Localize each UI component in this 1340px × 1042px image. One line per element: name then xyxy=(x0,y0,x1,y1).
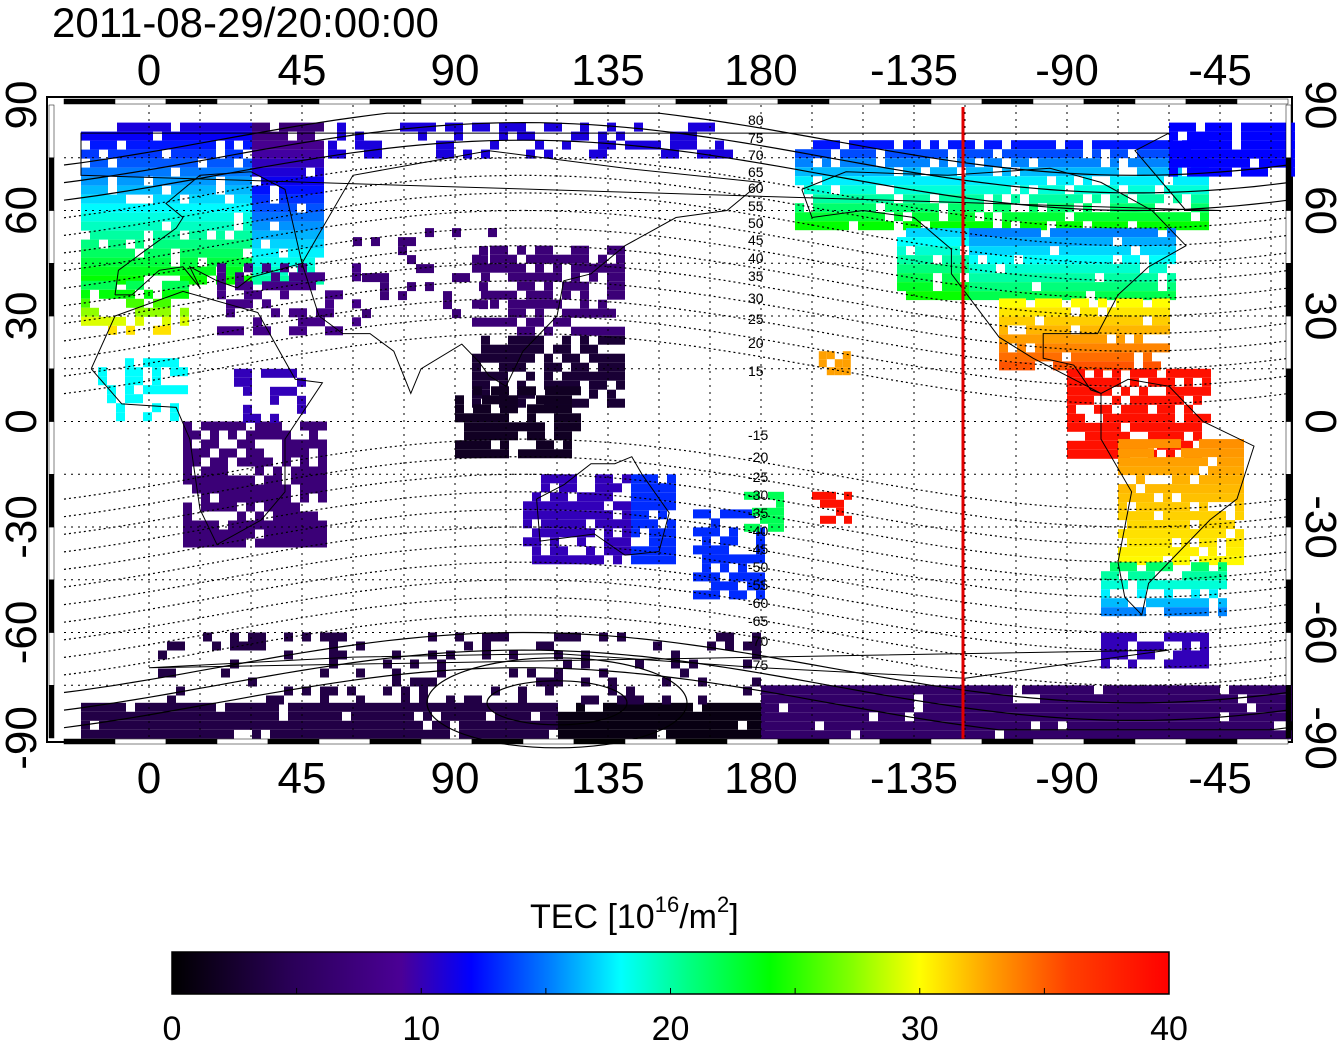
bottom-lon-label-2: 90 xyxy=(431,754,480,803)
mlat-label-s-11: -70 xyxy=(748,633,768,649)
top-longitude-labels: 0 45 90 135 180 -135 -90 -45 xyxy=(137,46,1252,95)
mlat-label-s-10: -65 xyxy=(748,613,768,629)
mlat-label-n-2: 70 xyxy=(748,147,764,163)
mlat-label-s-1: -20 xyxy=(748,449,768,465)
mlat-label-s-9: -60 xyxy=(748,595,768,611)
mlat-label-n-9: 35 xyxy=(748,268,764,284)
mlat-label-n-0: 80 xyxy=(748,112,764,128)
bottom-longitude-labels: 0 45 90 135 180 -135 -90 -45 xyxy=(137,754,1252,803)
mlat-label-s-0: -15 xyxy=(748,427,768,443)
tec-data-layer xyxy=(81,122,1295,740)
mlat-label-s-7: -50 xyxy=(748,559,768,575)
mlat-label-n-3: 65 xyxy=(748,164,764,180)
colorbar-label-4: 40 xyxy=(1150,1010,1188,1042)
colorbar-label-2: 20 xyxy=(652,1010,690,1042)
mlat-label-n-7: 45 xyxy=(748,232,764,248)
colorbar-labels: 0 10 20 30 40 xyxy=(163,1010,1188,1042)
right-lat-label-1: 60 xyxy=(1296,186,1340,235)
bottom-lon-label-6: -90 xyxy=(1035,754,1099,803)
mlat-label-s-8: -55 xyxy=(748,577,768,593)
mlat-label-n-12: 20 xyxy=(748,335,764,351)
top-lon-label-3: 135 xyxy=(571,46,644,95)
right-lat-label-3: 0 xyxy=(1296,409,1340,433)
top-lon-label-5: -135 xyxy=(870,46,958,95)
magnetic-latitude-contours xyxy=(63,112,1289,749)
left-lat-label-6: -90 xyxy=(0,706,46,770)
mlat-label-s-5: -40 xyxy=(748,523,768,539)
bottom-lon-label-1: 45 xyxy=(278,754,327,803)
right-lat-label-6: -90 xyxy=(1296,706,1340,770)
colorbar-label-1: 10 xyxy=(402,1010,440,1042)
right-latitude-labels: 90 60 30 0 -30 -60 -90 xyxy=(1296,81,1340,770)
bottom-lon-label-5: -135 xyxy=(870,754,958,803)
top-lon-label-4: 180 xyxy=(724,46,797,95)
left-lat-label-0: 90 xyxy=(0,81,46,130)
coastlines xyxy=(80,132,1255,679)
colorbar-title: TEC [1016/m2] xyxy=(530,892,739,936)
mlat-label-n-10: 30 xyxy=(748,290,764,306)
mlat-label-n-8: 40 xyxy=(748,250,764,266)
bottom-lon-label-7: -45 xyxy=(1188,754,1252,803)
mlat-label-n-11: 25 xyxy=(748,311,764,327)
top-lon-label-1: 45 xyxy=(278,46,327,95)
bottom-lon-label-3: 135 xyxy=(571,754,644,803)
right-lat-label-4: -30 xyxy=(1296,495,1340,559)
top-lon-label-6: -90 xyxy=(1035,46,1099,95)
top-lon-label-2: 90 xyxy=(431,46,480,95)
left-latitude-labels: 90 60 30 0 -30 -60 -90 xyxy=(0,81,46,770)
colorbar xyxy=(171,951,1170,995)
mlat-label-s-6: -45 xyxy=(748,541,768,557)
map-title: 2011-08-29/20:00:00 xyxy=(52,0,439,46)
top-lon-label-0: 0 xyxy=(137,46,161,95)
left-lat-label-3: 0 xyxy=(0,409,46,433)
left-lat-label-2: 30 xyxy=(0,292,46,341)
mlat-label-n-13: 15 xyxy=(748,363,764,379)
right-lat-label-0: 90 xyxy=(1296,81,1340,130)
right-lat-label-2: 30 xyxy=(1296,292,1340,341)
colorbar-label-0: 0 xyxy=(163,1010,182,1042)
left-lat-label-5: -60 xyxy=(0,601,46,665)
mlat-label-n-6: 50 xyxy=(748,215,764,231)
left-lat-label-1: 60 xyxy=(0,186,46,235)
mlat-label-n-5: 55 xyxy=(748,198,764,214)
colorbar-label-3: 30 xyxy=(901,1010,939,1042)
map-border-scale xyxy=(48,98,1292,745)
mlat-label-n-4: 60 xyxy=(748,180,764,196)
colorbar-ticks xyxy=(171,988,1170,994)
mlat-label-s-4: -35 xyxy=(748,505,768,521)
bottom-lon-label-0: 0 xyxy=(137,754,161,803)
mlat-label-s-2: -25 xyxy=(748,469,768,485)
bottom-lon-label-4: 180 xyxy=(724,754,797,803)
mlat-label-n-1: 75 xyxy=(748,130,764,146)
right-lat-label-5: -60 xyxy=(1296,601,1340,665)
top-lon-label-7: -45 xyxy=(1188,46,1252,95)
left-lat-label-4: -30 xyxy=(0,495,46,559)
mlat-label-s-3: -30 xyxy=(748,487,768,503)
mlat-label-s-12: -75 xyxy=(748,657,768,673)
